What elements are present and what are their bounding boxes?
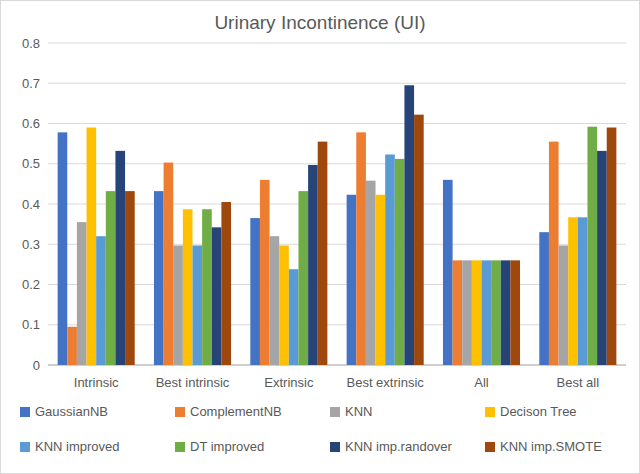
- chart-svg: Urinary Incontinence (UI) 0 0.1 0.2 0.3 0.4 0.…: [0, 0, 640, 474]
- chart-frame: [1, 1, 640, 474]
- bar: [125, 191, 135, 365]
- bar: [462, 260, 472, 365]
- legend-item: KNN: [330, 404, 372, 419]
- legend-item: GaussianNB: [20, 404, 108, 419]
- y-tick-label: 0.8: [22, 36, 40, 51]
- bar: [164, 163, 174, 365]
- bar: [578, 217, 588, 365]
- bar: [539, 232, 549, 365]
- y-tick-label: 0.2: [22, 277, 40, 292]
- chart-container: Urinary Incontinence (UI) 0 0.1 0.2 0.3 0.4 0.…: [0, 0, 640, 474]
- y-tick-label: 0.6: [22, 116, 40, 131]
- legend-item: KNN imp.SMOTE: [485, 439, 602, 454]
- y-tick-label: 0.1: [22, 317, 40, 332]
- bar: [173, 245, 183, 365]
- bar: [202, 209, 212, 365]
- bar: [559, 245, 569, 365]
- bar: [183, 209, 193, 365]
- bar: [453, 260, 463, 365]
- grid-line: [48, 43, 626, 44]
- bar: [270, 236, 280, 365]
- bar: [77, 222, 87, 365]
- x-tick-label: Intrinsic: [74, 375, 119, 390]
- bar: [96, 236, 106, 365]
- bar: [376, 195, 386, 365]
- legend-item: ComplementNB: [175, 404, 282, 419]
- legend-label: Decison Tree: [500, 404, 577, 419]
- legend-swatch: [485, 407, 495, 417]
- bar: [510, 260, 520, 365]
- bar: [221, 202, 231, 365]
- bar: [58, 132, 68, 365]
- legend-swatch: [330, 407, 340, 417]
- grid-line: [48, 163, 626, 164]
- bar: [587, 127, 597, 365]
- bar: [106, 191, 116, 365]
- bar: [115, 151, 125, 365]
- bar: [597, 151, 607, 365]
- bars-group: [58, 85, 617, 365]
- legend-label: KNN improved: [35, 439, 120, 454]
- bar: [549, 142, 559, 365]
- bar: [472, 260, 482, 365]
- y-tick-label: 0.7: [22, 76, 40, 91]
- legend-label: GaussianNB: [35, 404, 108, 419]
- bar: [318, 142, 328, 365]
- bar: [395, 159, 405, 365]
- bar: [193, 245, 203, 365]
- bar: [298, 191, 308, 365]
- y-tick-label: 0.5: [22, 156, 40, 171]
- legend-swatch: [485, 442, 495, 452]
- bar: [491, 260, 501, 365]
- x-tick-label: Extrinsic: [264, 375, 314, 390]
- bar: [414, 115, 424, 365]
- bar: [607, 128, 617, 365]
- legend-item: KNN imp.randover: [330, 439, 453, 454]
- bar: [356, 132, 366, 365]
- bar: [501, 260, 511, 365]
- legend-swatch: [20, 442, 30, 452]
- grid-line: [48, 83, 626, 84]
- legend-swatch: [20, 407, 30, 417]
- y-tick-label: 0.4: [22, 197, 40, 212]
- bar: [289, 269, 299, 365]
- bar: [212, 227, 222, 365]
- legend-label: DT improved: [190, 439, 264, 454]
- x-tick-label: Best all: [557, 375, 600, 390]
- x-tick-label: Best intrinsic: [156, 375, 230, 390]
- y-tick-label: 0.3: [22, 237, 40, 252]
- bar: [366, 181, 376, 365]
- legend-swatch: [175, 442, 185, 452]
- bar: [87, 128, 97, 365]
- grid-line: [48, 123, 626, 124]
- bar: [385, 154, 395, 365]
- legend-swatch: [330, 442, 340, 452]
- bar: [250, 218, 260, 365]
- bar: [443, 180, 453, 365]
- bar: [279, 245, 289, 365]
- bar: [404, 85, 414, 365]
- y-tick-label: 0: [33, 358, 40, 373]
- x-tick-label: Best extrinsic: [347, 375, 425, 390]
- x-tick-label: All: [474, 375, 489, 390]
- bar: [568, 217, 578, 365]
- legend-label: KNN imp.SMOTE: [500, 439, 602, 454]
- chart-title: Urinary Incontinence (UI): [214, 12, 425, 33]
- legend-item: DT improved: [175, 439, 264, 454]
- legend-item: Decison Tree: [485, 404, 577, 419]
- legend-item: KNN improved: [20, 439, 120, 454]
- bar: [347, 195, 357, 365]
- legend-label: KNN: [345, 404, 372, 419]
- legend-swatch: [175, 407, 185, 417]
- bar: [260, 180, 270, 365]
- legend-label: ComplementNB: [190, 404, 282, 419]
- bar: [154, 191, 164, 365]
- legend-label: KNN imp.randover: [345, 439, 453, 454]
- bar: [482, 260, 492, 365]
- bar: [67, 327, 77, 365]
- bar: [308, 165, 318, 365]
